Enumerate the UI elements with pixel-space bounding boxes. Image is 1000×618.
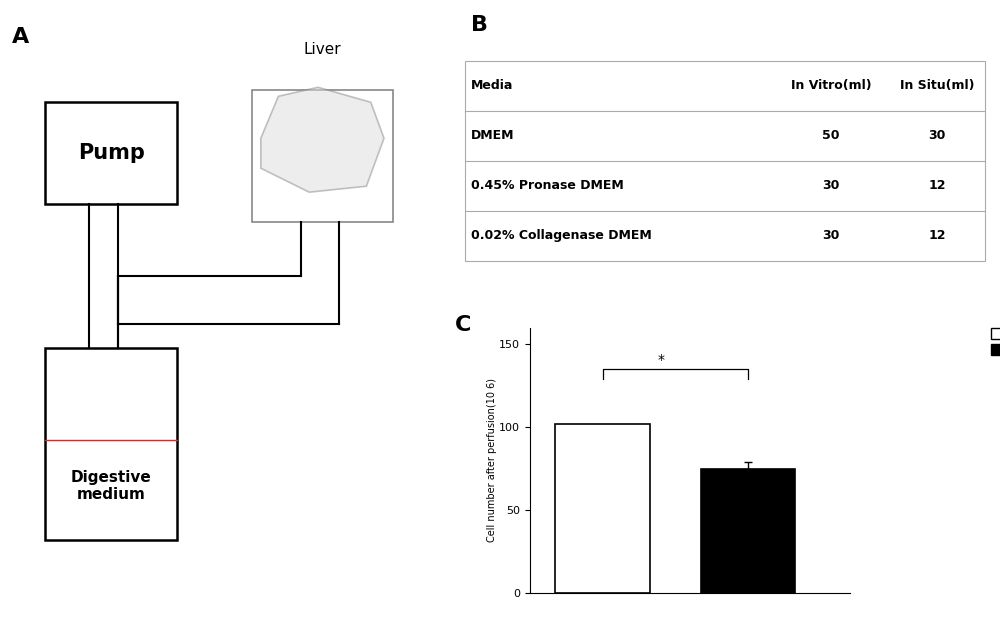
FancyBboxPatch shape [45, 102, 177, 204]
FancyBboxPatch shape [45, 348, 177, 540]
Text: In Vitro(ml): In Vitro(ml) [791, 79, 871, 92]
Text: DMEM: DMEM [471, 129, 514, 142]
Text: 50: 50 [822, 129, 840, 142]
Text: Pump: Pump [78, 143, 145, 163]
Text: Liver: Liver [304, 42, 341, 57]
Text: B: B [471, 15, 488, 35]
Text: *: * [657, 353, 664, 367]
Text: 30: 30 [822, 229, 840, 242]
FancyBboxPatch shape [252, 90, 393, 222]
Text: 12: 12 [928, 179, 946, 192]
Text: 0.45% Pronase DMEM: 0.45% Pronase DMEM [471, 179, 623, 192]
Polygon shape [261, 87, 384, 192]
Legend: in situ, in vitro: in situ, in vitro [991, 328, 1000, 355]
Text: 30: 30 [928, 129, 946, 142]
Text: A: A [12, 27, 29, 48]
Text: 30: 30 [822, 179, 840, 192]
Bar [701, 468, 795, 593]
Text: 12: 12 [928, 229, 946, 242]
Y-axis label: Cell number after perfusion(10 6): Cell number after perfusion(10 6) [487, 378, 497, 543]
Bar [555, 424, 650, 593]
Text: Media: Media [471, 79, 513, 92]
Text: In Situ(ml): In Situ(ml) [900, 79, 974, 92]
Text: C: C [455, 315, 471, 335]
Text: Digestive
medium: Digestive medium [71, 470, 152, 502]
Text: 0.02% Collagenase DMEM: 0.02% Collagenase DMEM [471, 229, 651, 242]
